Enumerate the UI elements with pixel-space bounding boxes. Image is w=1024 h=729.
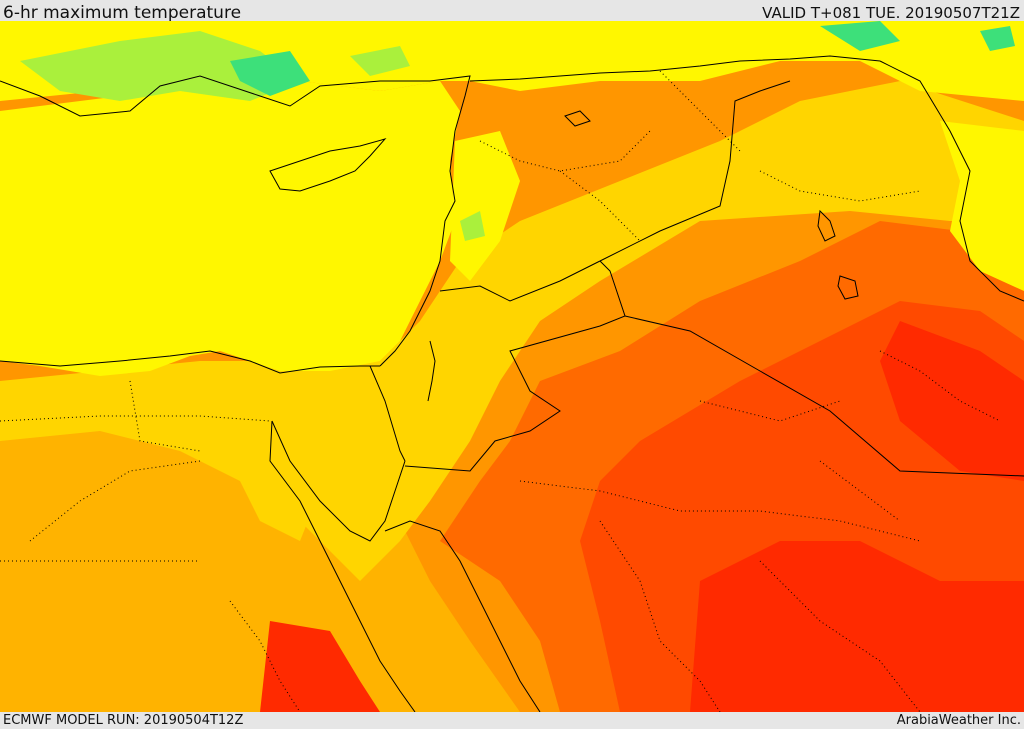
footer-bar: ECMWF MODEL RUN: 20190504T12Z ArabiaWeat… bbox=[0, 712, 1024, 729]
map-title: 6-hr maximum temperature bbox=[3, 3, 242, 23]
band-red-egypt bbox=[260, 621, 380, 712]
model-run: ECMWF MODEL RUN: 20190504T12Z bbox=[3, 713, 244, 728]
band-gold-egypt bbox=[220, 431, 320, 541]
temperature-map[interactable] bbox=[0, 21, 1024, 712]
coast-egypt bbox=[0, 350, 380, 374]
border-iraq-saudi bbox=[624, 315, 1024, 477]
band-light-green bbox=[20, 31, 300, 101]
coast-sinai bbox=[271, 420, 406, 542]
band-green-5 bbox=[460, 211, 485, 241]
coast-levant bbox=[379, 130, 456, 367]
band-red-iraq bbox=[880, 321, 1024, 481]
coast-redsea-east bbox=[384, 520, 541, 712]
valid-time: VALID T+081 TUE. 20190507T21Z bbox=[762, 4, 1020, 22]
band-green-1 bbox=[230, 51, 310, 96]
map-canvas bbox=[0, 21, 1024, 712]
band-green-3 bbox=[820, 21, 900, 51]
coast-turkey bbox=[0, 75, 471, 132]
lake bbox=[817, 209, 836, 242]
lake-assad bbox=[564, 110, 591, 127]
coast-redsea-west bbox=[269, 420, 416, 712]
admin-boundaries bbox=[0, 70, 1001, 712]
band-yellow-east bbox=[940, 121, 1024, 291]
header-bar: 6-hr maximum temperature VALID T+081 TUE… bbox=[0, 0, 1024, 23]
border-jordan-saudi bbox=[404, 260, 626, 472]
band-yellow-levant bbox=[450, 131, 520, 281]
band-green-2 bbox=[350, 46, 410, 76]
border-syria-jordan bbox=[439, 260, 601, 302]
band-red bbox=[690, 541, 1024, 712]
coast-cyprus bbox=[269, 138, 387, 192]
border-syria-turkey bbox=[469, 55, 881, 82]
band-green-4 bbox=[980, 26, 1015, 51]
band-gold-sinai bbox=[300, 411, 410, 541]
lake-2 bbox=[837, 275, 859, 300]
credit: ArabiaWeather Inc. bbox=[896, 713, 1021, 728]
sea-mediterranean bbox=[0, 81, 460, 376]
borders bbox=[0, 55, 1024, 712]
border-sinai bbox=[369, 365, 406, 462]
border-iraq-iran bbox=[879, 60, 1024, 302]
coast-dead-sea bbox=[427, 340, 436, 402]
border-syria-iraq bbox=[599, 80, 791, 262]
